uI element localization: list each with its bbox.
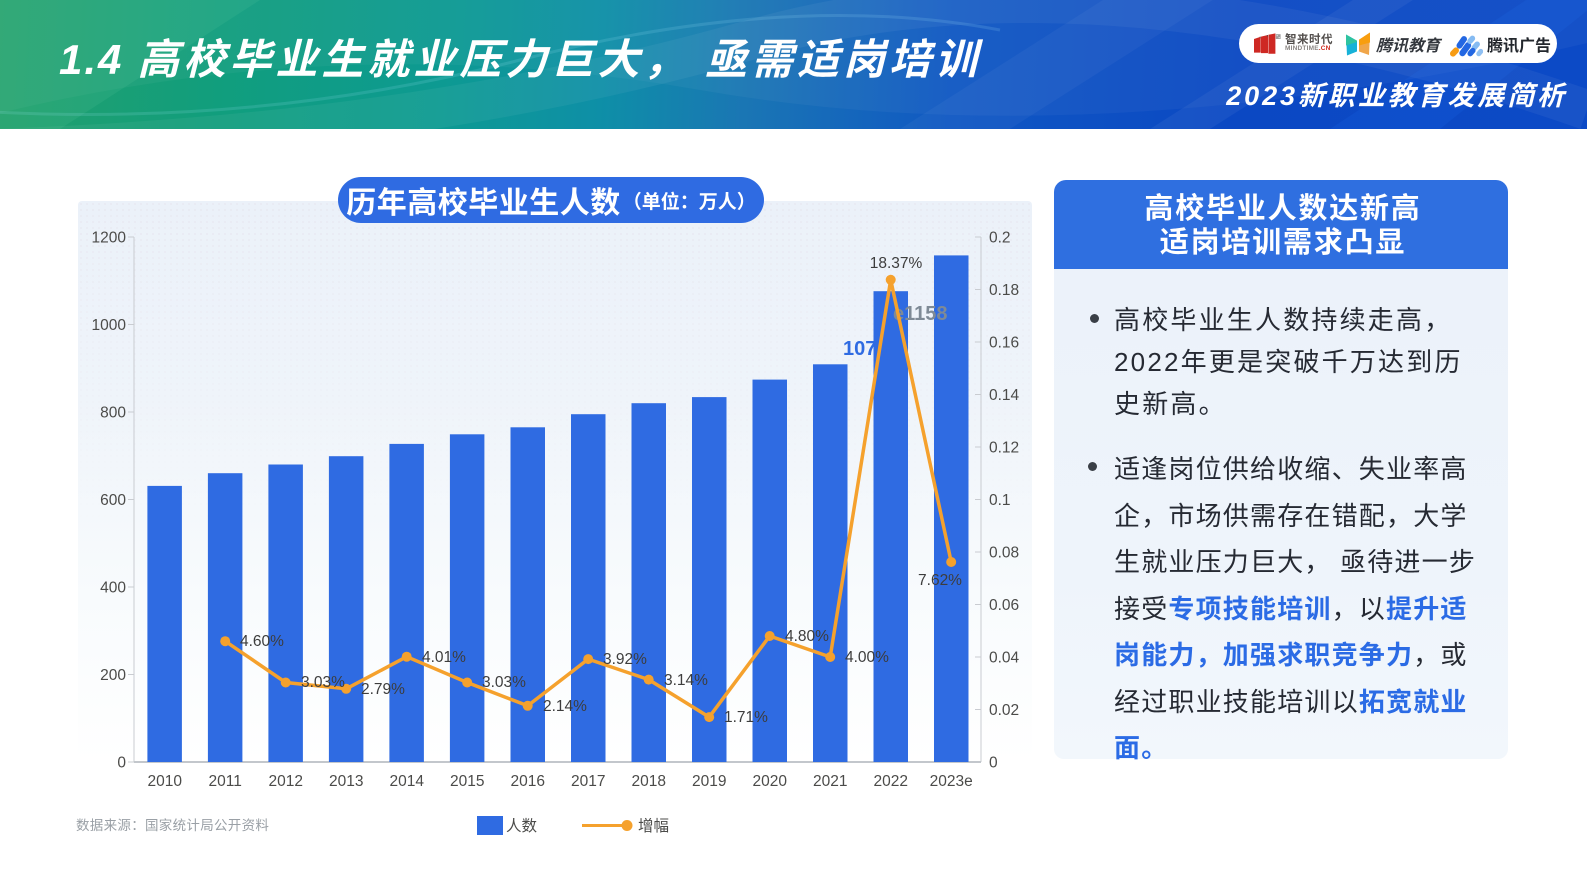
svg-text:2010: 2010 bbox=[147, 773, 182, 790]
svg-text:0.12: 0.12 bbox=[989, 440, 1019, 457]
svg-text:4.80%: 4.80% bbox=[785, 628, 829, 645]
svg-text:0.14: 0.14 bbox=[989, 387, 1020, 404]
svg-text:0.04: 0.04 bbox=[989, 650, 1020, 667]
svg-text:2023e: 2023e bbox=[930, 773, 973, 790]
svg-text:0.02: 0.02 bbox=[989, 702, 1019, 719]
svg-text:2021: 2021 bbox=[813, 773, 847, 790]
svg-text:2.79%: 2.79% bbox=[361, 681, 405, 698]
svg-text:2020: 2020 bbox=[752, 773, 787, 790]
svg-text:4.60%: 4.60% bbox=[240, 633, 284, 650]
svg-text:600: 600 bbox=[100, 492, 126, 509]
svg-text:增幅: 增幅 bbox=[638, 817, 669, 835]
svg-text:2015: 2015 bbox=[450, 773, 484, 790]
svg-text:2018: 2018 bbox=[631, 773, 665, 790]
svg-text:0.1: 0.1 bbox=[989, 492, 1011, 509]
svg-text:1000: 1000 bbox=[92, 317, 127, 334]
svg-text:3.03%: 3.03% bbox=[301, 674, 345, 691]
svg-text:人数: 人数 bbox=[506, 817, 538, 835]
svg-text:3.92%: 3.92% bbox=[603, 651, 647, 668]
svg-text:e1158: e1158 bbox=[893, 303, 948, 325]
svg-text:0.06: 0.06 bbox=[989, 597, 1019, 614]
svg-text:0.18: 0.18 bbox=[989, 282, 1019, 299]
svg-text:4.00%: 4.00% bbox=[845, 649, 889, 666]
svg-text:2019: 2019 bbox=[692, 773, 726, 790]
svg-text:2022: 2022 bbox=[873, 773, 907, 790]
svg-text:2017: 2017 bbox=[571, 773, 605, 790]
svg-text:1200: 1200 bbox=[92, 230, 127, 247]
svg-text:2012: 2012 bbox=[268, 773, 302, 790]
svg-text:2014: 2014 bbox=[389, 773, 424, 790]
svg-text:0: 0 bbox=[989, 755, 998, 772]
svg-text:3.03%: 3.03% bbox=[482, 674, 526, 691]
svg-text:200: 200 bbox=[100, 667, 126, 684]
svg-text:0: 0 bbox=[117, 755, 126, 772]
svg-text:1076: 1076 bbox=[843, 338, 888, 360]
svg-text:18.37%: 18.37% bbox=[870, 255, 923, 272]
svg-text:4.01%: 4.01% bbox=[422, 649, 466, 666]
svg-text:2011: 2011 bbox=[209, 773, 242, 790]
svg-text:2013: 2013 bbox=[329, 773, 363, 790]
svg-text:1.71%: 1.71% bbox=[724, 709, 768, 726]
svg-text:7.62%: 7.62% bbox=[918, 572, 962, 589]
svg-text:2016: 2016 bbox=[510, 773, 544, 790]
svg-text:400: 400 bbox=[100, 580, 126, 597]
svg-text:0.2: 0.2 bbox=[989, 230, 1011, 247]
svg-text:数据来源：国家统计局公开资料: 数据来源：国家统计局公开资料 bbox=[76, 817, 269, 833]
svg-text:0.16: 0.16 bbox=[989, 335, 1019, 352]
svg-text:800: 800 bbox=[100, 405, 126, 422]
svg-text:3.14%: 3.14% bbox=[664, 672, 708, 689]
svg-text:0.08: 0.08 bbox=[989, 545, 1019, 562]
svg-text:2.14%: 2.14% bbox=[543, 698, 587, 715]
